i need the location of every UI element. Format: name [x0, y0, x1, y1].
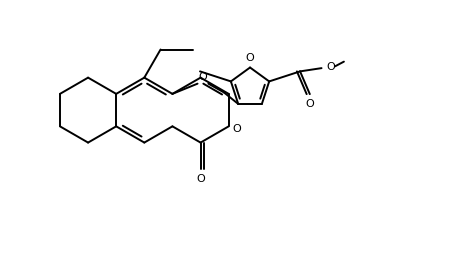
Text: O: O — [196, 174, 205, 184]
Text: O: O — [198, 72, 207, 82]
Text: O: O — [326, 62, 335, 72]
Text: O: O — [305, 99, 314, 109]
Text: O: O — [232, 124, 241, 134]
Text: O: O — [246, 53, 254, 63]
